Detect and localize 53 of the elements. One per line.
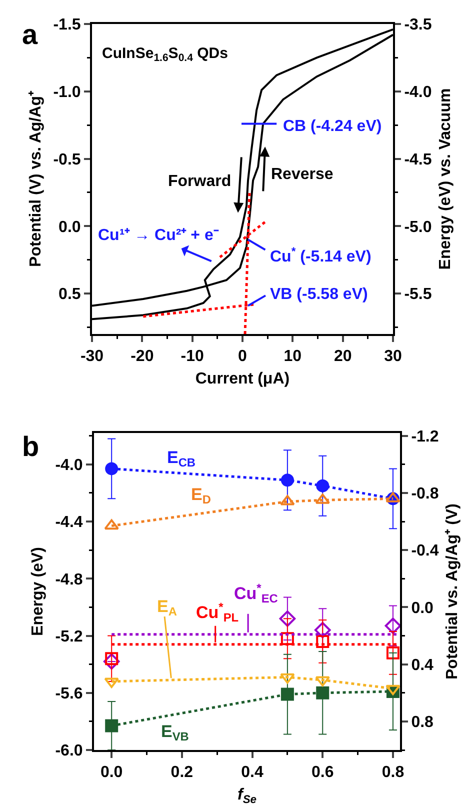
- annotation: Cu$^{*}$ (-5.14 eV): [270, 246, 372, 266]
- text: a: [22, 19, 38, 50]
- y-tick-label: -4.4: [55, 514, 83, 532]
- text: b: [22, 431, 40, 462]
- series-label: E$_{CB}$: [167, 448, 196, 470]
- annotation: CuInSe$_{1.6}$S$_{0.4}$ QDs: [102, 45, 228, 64]
- annotation: Forward: [168, 173, 232, 190]
- y2-tick-label: -4.0: [404, 84, 432, 101]
- y-tick-label: -5.6: [55, 685, 83, 702]
- x-tick-label: -20: [130, 348, 154, 366]
- y-axis-title: Energy (eV): [30, 547, 47, 636]
- x-axis-title: Current (μA): [195, 370, 290, 388]
- y-tick-label: 0.5: [58, 286, 81, 304]
- y2-tick-label: -1.2: [411, 428, 439, 446]
- y-tick-label: -4.8: [55, 571, 83, 588]
- y2-tick-label: -3.5: [404, 16, 432, 34]
- y-tick-label: -1.0: [53, 84, 81, 101]
- annotation: Reverse: [271, 166, 334, 183]
- annotation: CB (-4.24 eV): [283, 118, 382, 135]
- y2-tick-label: -5.5: [404, 286, 432, 304]
- series-label: E$_{VB}$: [161, 722, 190, 744]
- y2-tick-label: 0.0: [411, 600, 434, 617]
- x-tick-label: -10: [180, 348, 204, 366]
- text: E$_{A}$: [157, 597, 178, 619]
- y-tick-label: -5.2: [55, 628, 83, 646]
- y-axis-title: Potential (V) vs. Ag/Ag⁺: [28, 90, 45, 267]
- x-tick-label: -30: [80, 348, 104, 366]
- x-tick-label: 0.2: [170, 764, 194, 782]
- y2-tick-label: -5.0: [404, 218, 432, 236]
- x-tick-label: 30: [384, 348, 402, 366]
- annotation: VB (-5.58 eV): [270, 286, 368, 303]
- y2-tick-label: -0.8: [411, 486, 439, 503]
- x-tick-label: 0: [238, 348, 248, 366]
- y-tick-label: 0.0: [58, 218, 81, 236]
- y2-tick-label: 0.8: [411, 714, 434, 732]
- x-tick-label: 20: [334, 348, 352, 366]
- y-tick-label: -0.5: [53, 151, 81, 168]
- x-tick-label: 0.8: [382, 764, 404, 782]
- x-axis-title: f$_{Se}$: [237, 786, 257, 806]
- x-tick-label: 0.4: [241, 764, 264, 782]
- y2-axis-title: Energy (eV) vs. Vacuum: [437, 88, 454, 270]
- y-tick-label: -4.0: [55, 457, 83, 474]
- annotation: Cu¹⁺ → Cu²⁺ + e⁻: [98, 227, 220, 244]
- x-tick-label: 10: [284, 348, 302, 366]
- y2-axis-title: Potential vs. Ag/Ag⁺ (V): [444, 504, 462, 680]
- y2-tick-label: -0.4: [411, 542, 439, 560]
- y-tick-label: -6.0: [55, 742, 83, 760]
- y2-tick-label: 0.4: [411, 656, 434, 674]
- y-tick-label: -1.5: [53, 16, 81, 34]
- x-tick-label: 0.6: [311, 764, 334, 782]
- x-tick-label: 0.0: [100, 764, 123, 782]
- y2-tick-label: -4.5: [404, 151, 432, 168]
- series-label: E$_{D}$: [191, 485, 212, 507]
